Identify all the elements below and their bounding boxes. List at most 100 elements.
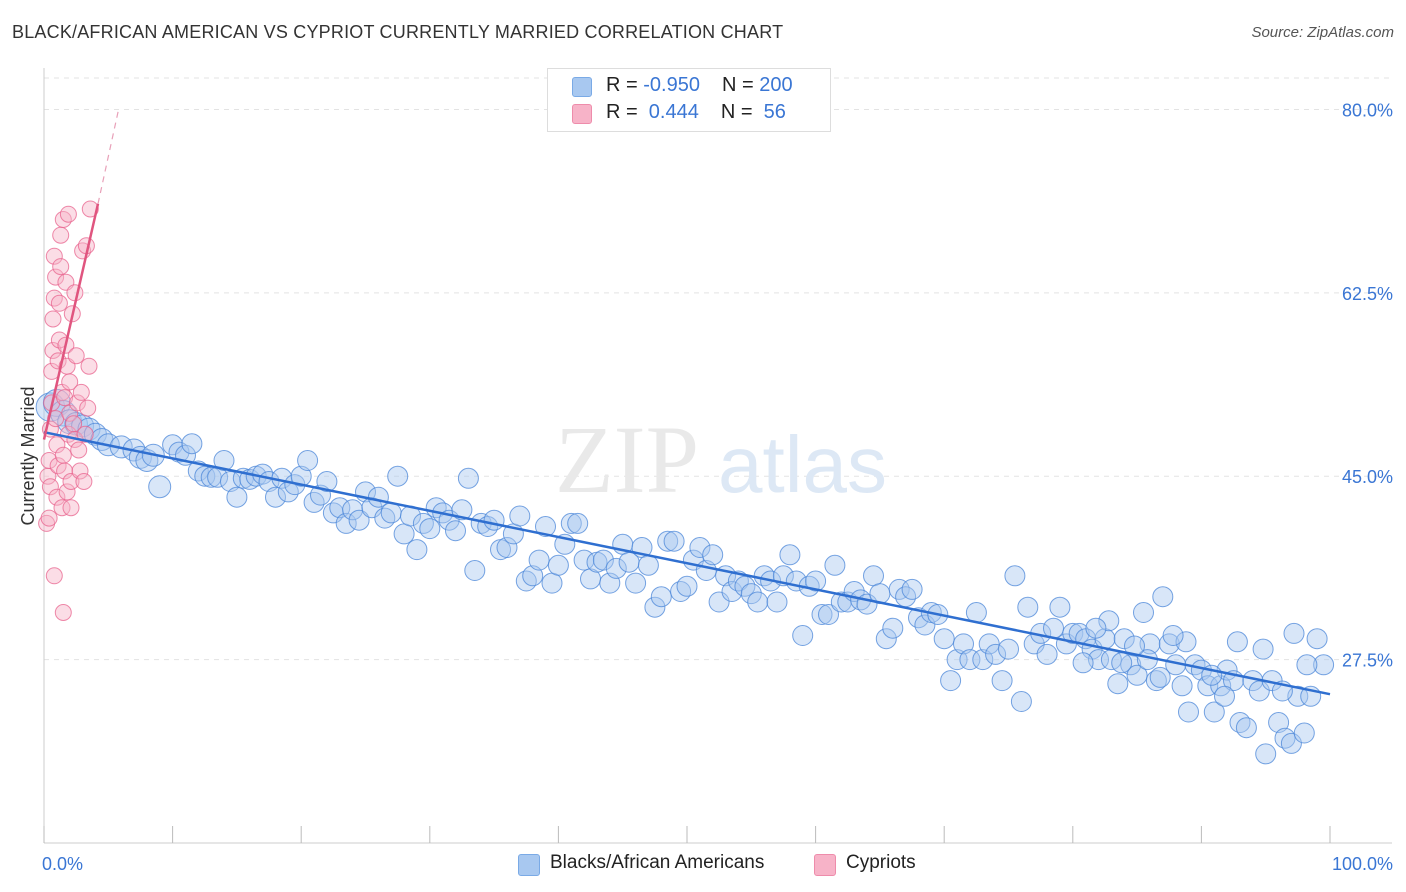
point-cypriots (59, 205, 77, 223)
point-blacks (1226, 631, 1248, 653)
legend-n-label: N = (721, 74, 760, 96)
point-cypriots (61, 373, 79, 391)
point-cypriots (40, 509, 58, 527)
point-blacks (522, 565, 544, 587)
y-tick-label: 45.0% (1342, 467, 1393, 487)
point-blacks (1124, 635, 1145, 657)
point-cypriots (54, 604, 72, 621)
legend-r-label: R = (606, 101, 644, 123)
point-blacks (1113, 628, 1135, 650)
point-blacks (1162, 625, 1184, 646)
point-blacks (496, 537, 518, 558)
point-blacks (329, 497, 351, 519)
point-blacks (1017, 596, 1039, 618)
legend-n-value: 200 (759, 74, 793, 96)
point-blacks (445, 520, 466, 542)
point-blacks (1036, 643, 1058, 665)
point-blacks (181, 433, 203, 455)
point-blacks (1107, 673, 1129, 695)
point-blacks (740, 583, 762, 605)
point-blacks (1214, 685, 1235, 707)
point-blacks (1004, 565, 1026, 587)
point-blacks (1145, 670, 1167, 692)
point-cypriots (47, 268, 65, 286)
point-cypriots (58, 483, 76, 501)
point-blacks (811, 604, 833, 625)
point-cypriots (44, 342, 62, 359)
point-blacks (1072, 652, 1094, 674)
trend-lines (42, 109, 1331, 696)
point-blacks (998, 638, 1019, 660)
point-blacks (1088, 649, 1109, 671)
point-blacks (1149, 666, 1171, 688)
point-cypriots (45, 247, 63, 265)
point-blacks (1283, 622, 1305, 644)
point-blacks (1313, 654, 1335, 676)
legend-n-label: N = (720, 101, 759, 123)
point-blacks (663, 530, 685, 552)
point-blacks (1296, 654, 1318, 676)
point-blacks (1085, 617, 1107, 639)
point-cypriots (71, 462, 89, 480)
point-blacks (1178, 701, 1199, 723)
point-blacks (625, 572, 647, 594)
chart-title: BLACK/AFRICAN AMERICAN VS CYPRIOT CURREN… (12, 22, 784, 42)
point-cypriots (68, 394, 86, 412)
legend-n-value: 56 (758, 101, 786, 123)
watermark-atlas: atlas (718, 420, 887, 509)
point-cypriots (54, 446, 72, 464)
point-blacks (213, 450, 235, 471)
point-cypriots (79, 399, 97, 417)
watermark: ZIP atlas (555, 406, 887, 513)
point-blacks (419, 518, 441, 540)
point-blacks (1062, 622, 1084, 644)
x-tick-label: 100.0% (1332, 854, 1393, 874)
point-blacks (805, 570, 827, 592)
point-blacks (1293, 722, 1315, 744)
point-blacks (1152, 586, 1174, 608)
point-blacks (1235, 717, 1257, 739)
point-blacks (637, 554, 659, 576)
point-blacks (901, 578, 923, 600)
point-blacks (875, 628, 897, 650)
point-blacks (972, 649, 994, 671)
point-blacks (387, 465, 409, 487)
point-blacks (792, 625, 814, 646)
stats-legend: R = -0.950 N = 200 R = 0.444 N = 56 (547, 68, 831, 132)
point-blacks (451, 499, 473, 521)
point-blacks (657, 530, 679, 552)
point-blacks (1306, 628, 1328, 650)
y-axis-label: Currently Married (18, 386, 38, 525)
point-cypriots (75, 473, 93, 490)
point-blacks (1010, 691, 1032, 712)
y-tick-label: 80.0% (1342, 100, 1393, 120)
legend-r-value: -0.950 (643, 74, 700, 96)
point-blacks (747, 591, 769, 613)
point-blacks (959, 649, 981, 671)
point-cypriots (56, 389, 74, 407)
legend-r-value: 0.444 (643, 101, 699, 123)
point-blacks (1111, 652, 1133, 674)
point-blacks (1255, 743, 1277, 765)
point-blacks (560, 512, 582, 534)
point-cypriots (45, 567, 63, 585)
bottom-legend-swatch-blacks (518, 854, 540, 876)
point-blacks (863, 565, 884, 587)
point-cypriots (56, 462, 74, 480)
point-blacks (1252, 638, 1274, 660)
point-cypriots (50, 294, 68, 312)
point-blacks (168, 441, 190, 463)
point-blacks (953, 633, 974, 655)
point-blacks (406, 539, 428, 561)
point-cypriots (76, 425, 94, 443)
series-cypriots-points (38, 200, 99, 621)
point-blacks (766, 591, 788, 613)
point-blacks (991, 670, 1013, 692)
point-blacks (985, 643, 1007, 665)
point-blacks (818, 604, 839, 625)
point-blacks (1139, 633, 1161, 655)
bottom-legend-label-blacks: Blacks/African Americans (550, 852, 765, 873)
point-cypriots (52, 226, 70, 244)
point-blacks (940, 670, 962, 692)
